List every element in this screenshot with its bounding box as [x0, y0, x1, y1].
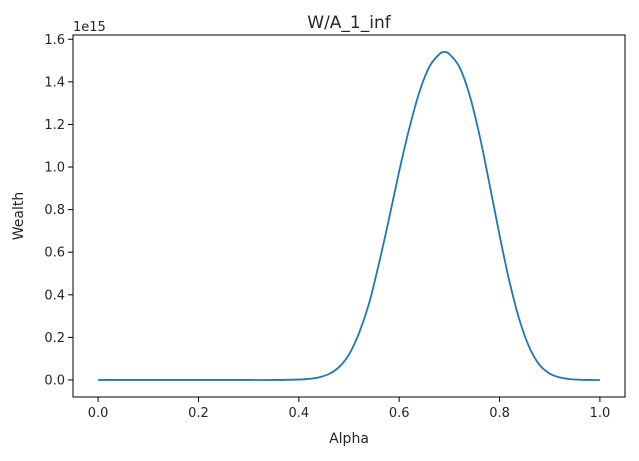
- y-tick-label: 0.0: [44, 373, 65, 388]
- y-tick-label: 0.6: [44, 246, 65, 261]
- x-tick-label: 0.4: [288, 406, 309, 421]
- y-axis-offset-label: 1e15: [73, 20, 106, 35]
- y-axis-title: Wealth: [11, 192, 27, 240]
- y-tick-label: 0.8: [44, 203, 65, 218]
- y-axis-ticks: 0.0 0.2 0.4 0.6 0.8 1.0 1.2 1.4 1.6: [44, 33, 73, 388]
- y-tick-label: 0.4: [44, 288, 65, 303]
- x-tick-label: 0.6: [389, 406, 410, 421]
- y-tick-label: 1.6: [44, 33, 65, 48]
- x-axis-ticks: 0.0 0.2 0.4 0.6 0.8 1.0: [88, 397, 611, 421]
- y-tick-label: 1.0: [44, 161, 65, 176]
- series-line-wealth: [98, 51, 600, 381]
- y-tick-label: 1.2: [44, 118, 65, 133]
- x-tick-label: 0.2: [188, 406, 209, 421]
- chart-title: W/A_1_inf: [307, 13, 391, 33]
- x-tick-label: 0.0: [88, 406, 109, 421]
- plot-frame: [72, 34, 626, 398]
- y-tick-label: 1.4: [44, 75, 65, 90]
- x-tick-label: 0.8: [489, 406, 510, 421]
- x-axis-title: Alpha: [329, 431, 369, 447]
- x-tick-label: 1.0: [590, 406, 611, 421]
- y-tick-label: 0.2: [44, 331, 65, 346]
